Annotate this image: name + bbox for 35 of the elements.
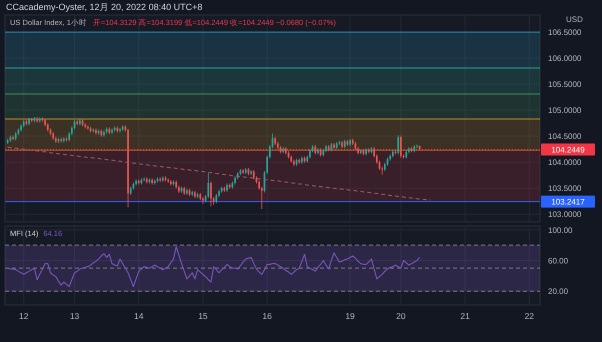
y-tick-label: 100.00 (548, 226, 574, 235)
candlestick (42, 117, 44, 122)
ref-line-label: 103.2417 (551, 198, 586, 207)
line-series (7, 246, 420, 288)
x-tick-label: 16 (262, 311, 272, 321)
candlestick (202, 196, 204, 204)
y-tick-label: 104.5000 (548, 132, 582, 142)
candlestick (394, 150, 396, 155)
chart-title: CCacademy-Oyster, 12月 20, 2022 08:40 UTC+8 (6, 2, 202, 12)
x-tick-label: 14 (134, 311, 144, 321)
x-tick-label: 12 (18, 311, 29, 321)
x-tick-label: 15 (198, 311, 208, 321)
candlestick (210, 181, 212, 207)
ref-line-label: 104.2449 (551, 145, 586, 154)
y-tick-label: 105.5000 (548, 80, 582, 90)
candlestick (314, 144, 316, 155)
y-tick-label: 103.0000 (548, 210, 582, 220)
line-series (7, 146, 431, 201)
candlestick (309, 148, 311, 159)
y-tick-label: 103.5000 (548, 184, 582, 194)
y-tick-label: 104.0000 (548, 158, 582, 168)
candlestick (143, 176, 145, 182)
y-tick-label: 20.00 (548, 287, 569, 296)
candlestick (400, 135, 402, 158)
candlestick (66, 136, 68, 142)
y-tick-label: 105.0000 (548, 106, 582, 116)
x-tick-label: 19 (345, 311, 356, 321)
y-tick-label: 60.00 (548, 256, 569, 266)
y-tick-label: 106.0000 (548, 54, 582, 64)
y-axis-title: USD (566, 15, 584, 24)
y-tick-label: 106.5000 (548, 28, 582, 38)
x-tick-label: 13 (70, 311, 80, 321)
x-tick-label: 21 (460, 311, 470, 321)
x-tick-label: 22 (524, 311, 534, 321)
x-tick-label: 20 (396, 311, 406, 321)
